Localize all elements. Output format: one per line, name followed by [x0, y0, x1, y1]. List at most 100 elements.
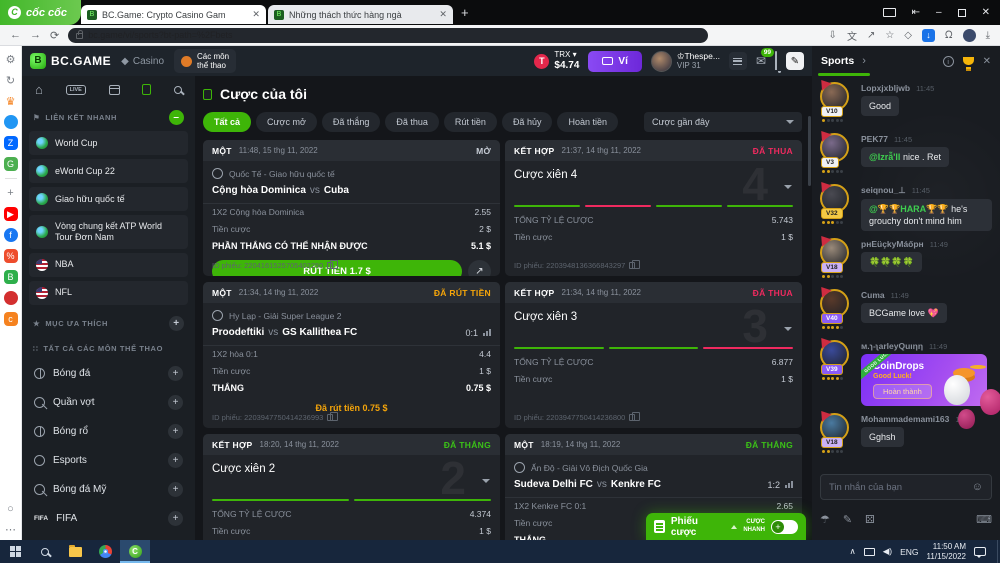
filter-pill-1[interactable]: Cược mở: [256, 112, 317, 132]
copy-icon[interactable]: [327, 412, 339, 421]
pen-icon[interactable]: ✎: [842, 514, 853, 526]
copy-icon[interactable]: [629, 260, 641, 269]
quick-link-3[interactable]: Vòng chung kết ATP World Tour Đơn Nam: [29, 215, 188, 249]
nav-casino[interactable]: ◆ Casino: [121, 56, 164, 67]
chat-username[interactable]: ᴍ.ɿ-ʅarleyQuıƞƞ: [861, 341, 924, 352]
chat-username[interactable]: seiqnou_⊥: [861, 185, 906, 195]
keyboard-icon[interactable]: ⌨: [976, 514, 992, 526]
rain-icon[interactable]: ☂: [820, 514, 830, 526]
hat-icon[interactable]: [3, 291, 18, 305]
collapse-button[interactable]: –: [169, 110, 184, 125]
sport-item-2[interactable]: Bóng rổ +: [29, 417, 188, 446]
tab-close-icon[interactable]: ✕: [439, 9, 447, 19]
my-bets-icon[interactable]: [139, 84, 152, 100]
bookmark-star-icon[interactable]: ☆: [885, 29, 895, 41]
extension-icon[interactable]: ᘯ: [945, 29, 953, 41]
settings-icon[interactable]: ⚙: [5, 53, 16, 66]
close-button[interactable]: ✕: [981, 7, 990, 18]
copy-icon[interactable]: [327, 260, 339, 269]
betslip-button[interactable]: Phiếu cược CƯỢC NHANH: [646, 513, 806, 540]
filter-pill-6[interactable]: Hoàn tiền: [557, 112, 618, 132]
zalo-icon[interactable]: Z: [3, 136, 18, 150]
coindrops-complete-button[interactable]: Hoàn thành: [873, 384, 932, 400]
chat-username[interactable]: Cuma: [861, 290, 885, 301]
tab-close-icon[interactable]: ✕: [252, 9, 260, 19]
close-chat-icon[interactable]: ✕: [982, 55, 991, 67]
messenger-icon[interactable]: [3, 115, 18, 129]
chat-input[interactable]: Tin nhắn của bạn ☺: [820, 474, 992, 500]
chat-tab-sports[interactable]: Sports: [821, 55, 855, 67]
home-icon[interactable]: ⌂: [35, 81, 43, 97]
shopee-icon[interactable]: %: [3, 249, 18, 263]
dice-icon[interactable]: ⚄: [865, 514, 875, 526]
back-button[interactable]: ←: [10, 29, 21, 41]
profile-avatar[interactable]: [962, 28, 976, 42]
balance-selector[interactable]: T TRX ▾ $4.74: [534, 50, 579, 72]
nav-sports[interactable]: Các môn thể thao: [174, 48, 237, 74]
coccoc-taskbar-icon[interactable]: C: [120, 540, 150, 563]
teams-row[interactable]: Sudeva Delhi FC vs Kenkre FC 1:2: [505, 477, 802, 498]
adblock-shield-icon[interactable]: ◇: [904, 29, 912, 41]
chat-username[interactable]: pʜEüçkyMáőpʜ: [861, 239, 924, 250]
volume-icon[interactable]: ◀): [882, 546, 893, 556]
taskbar-search[interactable]: [30, 540, 60, 563]
expand-sport-button[interactable]: +: [168, 510, 183, 526]
sport-item-6[interactable]: Bóng Gậy+: [29, 533, 188, 540]
sort-dropdown[interactable]: Cược gần đây: [644, 112, 802, 132]
tray-expand-icon[interactable]: ∧: [849, 546, 856, 556]
crown-icon[interactable]: ♛: [5, 95, 16, 108]
sport-item-0[interactable]: Bóng đá +: [29, 359, 188, 388]
coccoc-brand[interactable]: C cốc cốc: [0, 0, 81, 25]
reload-button[interactable]: ⟳: [50, 29, 60, 42]
sport-item-1[interactable]: Quần vợt +: [29, 388, 188, 417]
browser-tab-active[interactable]: B BC.Game: Crypto Casino Gam ✕: [80, 5, 266, 24]
teams-row[interactable]: Proodeftiki vs GS Kallithea FC 0:1: [203, 325, 500, 346]
file-explorer-icon[interactable]: [60, 540, 90, 563]
user-profile[interactable]: ♔Thespe... VIP 31: [650, 50, 720, 72]
translate-icon[interactable]: 文: [846, 31, 857, 43]
combo-title-row[interactable]: Cược xiên 3 3: [505, 300, 802, 352]
live-icon[interactable]: LIVE: [65, 84, 86, 95]
sport-item-3[interactable]: Esports +: [29, 446, 188, 475]
expand-sport-button[interactable]: +: [168, 452, 183, 468]
sport-item-4[interactable]: Bóng đá Mỹ +: [29, 475, 188, 504]
maximize-button[interactable]: [957, 8, 966, 17]
cast-icon[interactable]: [882, 8, 896, 17]
action-center-icon[interactable]: [974, 547, 986, 558]
coindrops-card[interactable]: GOOD LUCK CoinDrops Good Luck! Hoàn thành: [861, 354, 987, 407]
chevron-right-icon[interactable]: ›: [862, 55, 866, 67]
network-icon[interactable]: [863, 547, 875, 556]
add-favorite-button[interactable]: +: [169, 315, 184, 331]
wallet-button[interactable]: Ví: [588, 50, 642, 72]
bet-list-button[interactable]: [728, 52, 747, 70]
chat-username[interactable]: Lopxjxbljwb: [861, 83, 911, 93]
chat-username[interactable]: PEK77: [861, 134, 888, 144]
history-icon[interactable]: ↻: [5, 74, 16, 87]
filter-pill-5[interactable]: Đã hủy: [501, 112, 553, 132]
quick-link-4[interactable]: NBA: [29, 252, 188, 277]
chevron-down-icon[interactable]: [784, 327, 792, 331]
expand-sport-button[interactable]: +: [168, 365, 183, 381]
download-active-icon[interactable]: ↓: [922, 28, 935, 42]
inbox-button[interactable]: ✉ 99: [756, 48, 774, 68]
share-button[interactable]: ↗: [468, 260, 491, 276]
downloads-icon[interactable]: ⤓: [985, 29, 990, 41]
stats-icon[interactable]: [785, 481, 793, 488]
start-button[interactable]: [0, 540, 30, 563]
filter-pill-2[interactable]: Đã thắng: [321, 112, 381, 132]
stats-icon[interactable]: [483, 329, 491, 336]
quick-link-1[interactable]: eWorld Cup 22: [29, 159, 188, 183]
expand-sport-button[interactable]: +: [168, 481, 183, 497]
quick-link-2[interactable]: Giao hữu quốc tế: [29, 187, 188, 211]
chat-mention[interactable]: @🏆🏆HARA🏆🏆: [869, 204, 949, 214]
calendar-icon[interactable]: [108, 84, 120, 95]
chevron-down-icon[interactable]: [482, 479, 490, 483]
bell-icon[interactable]: ○: [7, 503, 14, 515]
cart-icon[interactable]: c: [3, 312, 18, 326]
new-tab-button[interactable]: +: [460, 5, 469, 20]
sport-item-5[interactable]: FIFA FIFA +: [29, 504, 188, 533]
more-icon[interactable]: ⋯: [5, 523, 16, 536]
filter-pill-3[interactable]: Đã thua: [385, 112, 439, 132]
add-shortcut-icon[interactable]: +: [7, 187, 14, 199]
forward-button[interactable]: →: [30, 29, 41, 41]
